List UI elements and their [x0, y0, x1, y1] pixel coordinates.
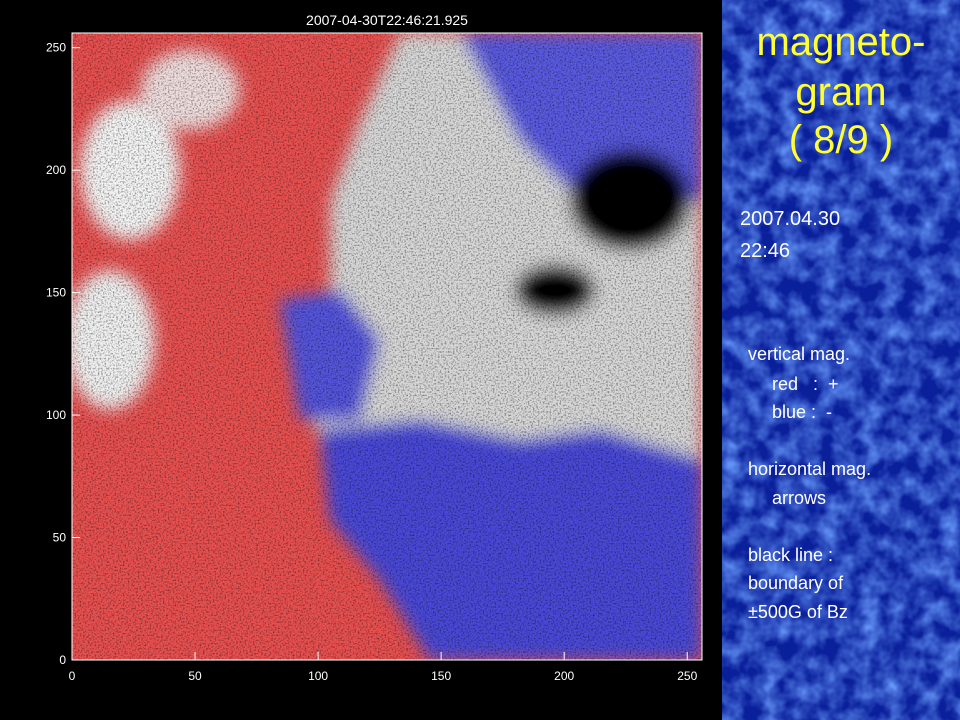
granulation — [722, 0, 960, 720]
slide-title: gram — [795, 70, 887, 114]
x-tick-label: 200 — [554, 669, 574, 683]
y-tick-label: 250 — [46, 41, 66, 55]
plot-title: 2007-04-30T22:46:21.925 — [306, 12, 468, 28]
legend-text: blue : - — [772, 402, 833, 422]
legend-text: red : + — [772, 374, 839, 394]
x-tick-label: 250 — [677, 669, 697, 683]
legend-text: black line : — [748, 545, 834, 565]
plot-frame — [71, 32, 703, 661]
y-tick-label: 150 — [46, 286, 66, 300]
y-tick-label: 200 — [46, 163, 66, 177]
legend-text: ±500G of Bz — [748, 602, 848, 622]
x-tick-label: 50 — [188, 669, 202, 683]
magnetogram — [72, 33, 702, 660]
x-tick-label: 0 — [69, 669, 76, 683]
legend-text: boundary of — [748, 573, 844, 593]
x-tick-label: 150 — [431, 669, 451, 683]
x-tick-label: 100 — [308, 669, 328, 683]
legend-text: vertical mag. — [748, 344, 851, 364]
date: 2007.04.30 — [740, 208, 841, 230]
legend-text: arrows — [772, 488, 827, 508]
time: 22:46 — [740, 240, 791, 262]
y-tick-label: 0 — [59, 653, 66, 667]
legend-text: horizontal mag. — [748, 459, 872, 479]
slide-title: magneto- — [756, 20, 926, 64]
y-tick-label: 100 — [46, 408, 66, 422]
slide-title: ( 8/9 ) — [788, 118, 894, 162]
y-tick-label: 50 — [53, 531, 67, 545]
